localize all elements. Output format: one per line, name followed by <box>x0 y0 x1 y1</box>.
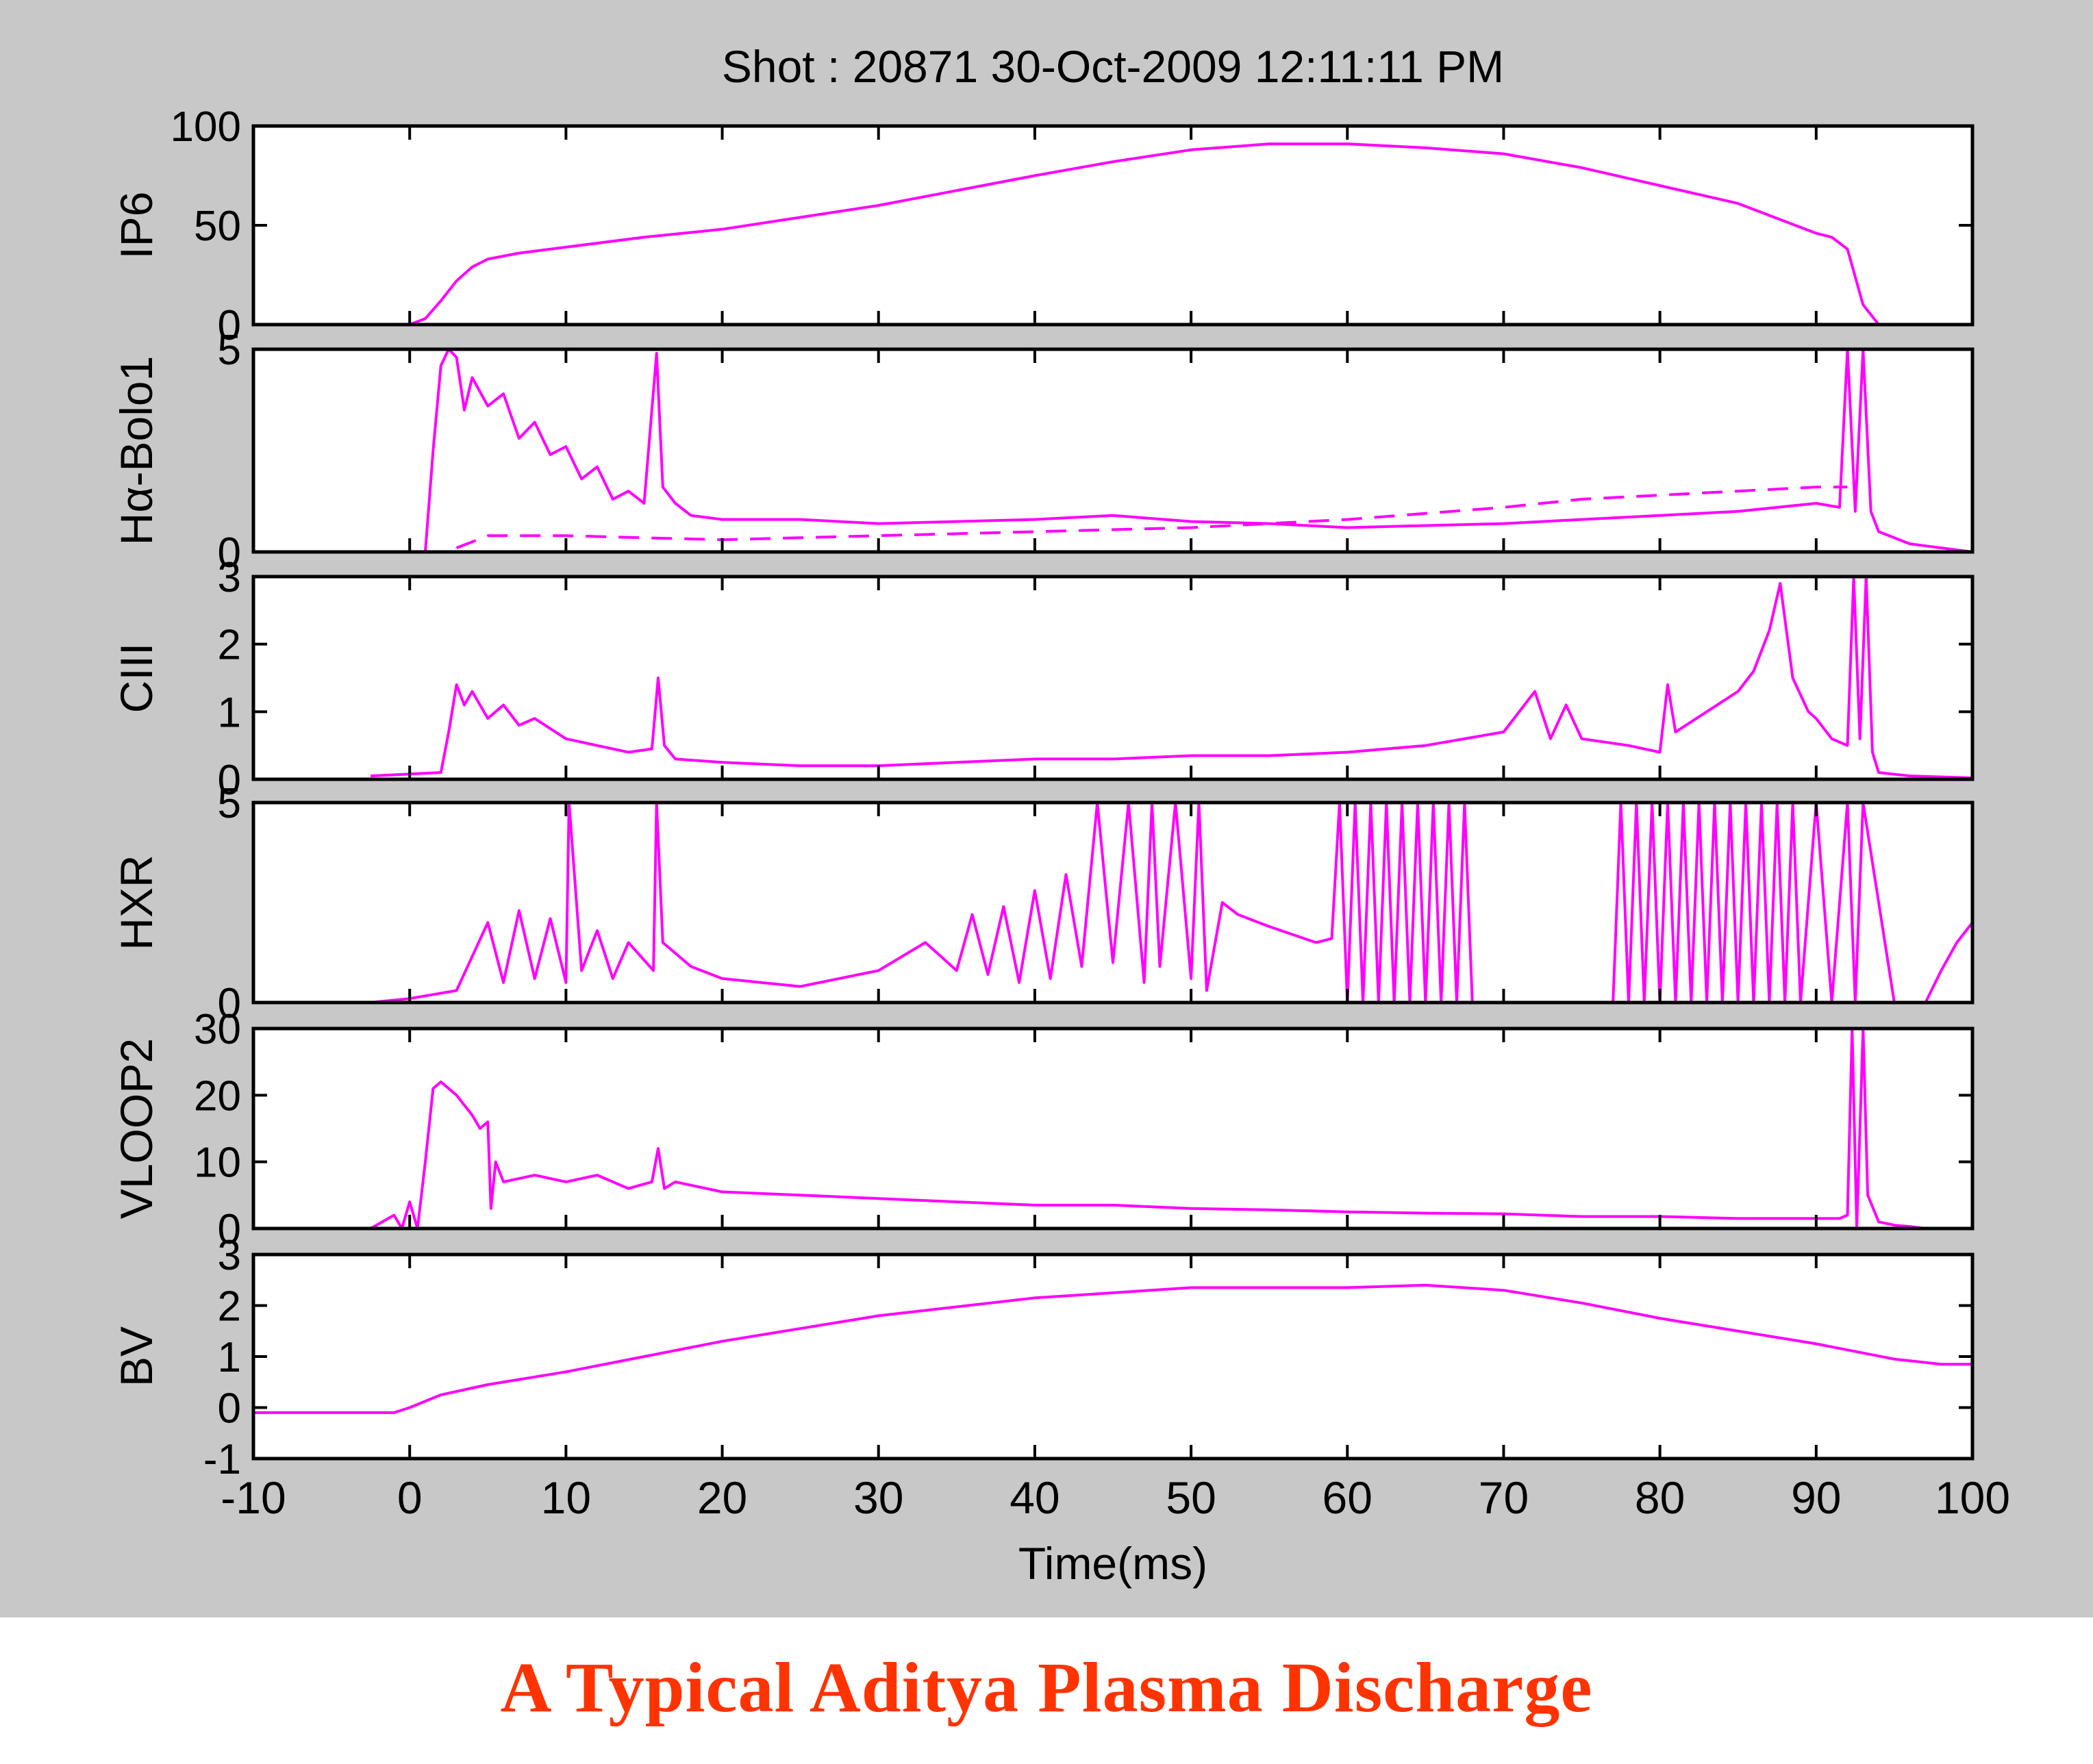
x-tick-label: 70 <box>1479 1472 1529 1523</box>
y-tick-label: 30 <box>194 1006 241 1053</box>
y-tick-label: 0 <box>218 757 241 804</box>
series-line-vloop2 <box>370 1029 1972 1228</box>
x-tick-label: -10 <box>221 1472 286 1523</box>
y-tick-label: 0 <box>218 302 241 349</box>
y-tick-label: 20 <box>194 1072 241 1120</box>
x-axis-label: Time(ms) <box>1018 1538 1207 1589</box>
y-axis-label: HXR <box>111 855 162 950</box>
series-line-bv <box>253 1283 1972 1414</box>
panel-background <box>253 577 1972 779</box>
chart-title: Shot : 20871 30-Oct-2009 12:11:11 PM <box>722 41 1504 92</box>
figure-caption: A Typical Aditya Plasma Discharge <box>500 1648 1593 1727</box>
y-tick-label: 100 <box>171 103 241 151</box>
y-tick-label: 3 <box>218 554 241 601</box>
y-axis-label: IP6 <box>111 191 162 259</box>
x-tick-label: 10 <box>541 1472 591 1523</box>
series-line-h-bolo1 <box>455 486 1848 549</box>
panel-frame <box>251 1026 1975 1231</box>
x-tick-label: 60 <box>1323 1472 1373 1523</box>
series-line-hxr <box>370 803 1972 1003</box>
panel-background <box>253 126 1972 325</box>
y-axis-label: CIII <box>111 643 162 714</box>
y-axis-label: BV <box>111 1326 162 1387</box>
y-tick-label: 2 <box>218 622 241 669</box>
y-axis-label: Hα-Bolo1 <box>111 356 162 546</box>
figure-background: Shot : 20871 30-Oct-2009 12:11:11 PM 0 50 1… <box>0 0 2093 1617</box>
x-tick-label: 20 <box>697 1472 747 1523</box>
y-tick-label: 10 <box>194 1139 241 1187</box>
panel-background <box>253 349 1972 552</box>
y-tick-label: 1 <box>218 1334 241 1381</box>
y-tick-label: 3 <box>218 1232 241 1279</box>
y-tick-label: -1 <box>203 1436 241 1483</box>
x-tick-label: 0 <box>397 1472 423 1523</box>
y-tick-label: 0 <box>218 529 241 577</box>
chart-svg: Shot : 20871 30-Oct-2009 12:11:11 PM0501… <box>111 41 2010 1589</box>
panel-frame <box>251 575 1975 781</box>
x-tick-label: 80 <box>1635 1472 1685 1523</box>
panel-background <box>253 1029 1972 1228</box>
x-tick-label: 90 <box>1791 1472 1841 1523</box>
y-tick-label: 5 <box>218 327 241 374</box>
series-line-ip6 <box>253 142 1972 325</box>
y-tick-label: 0 <box>218 1385 241 1433</box>
x-tick-label: 100 <box>1935 1472 2010 1523</box>
panel-frame <box>251 801 1975 1005</box>
y-tick-label: 2 <box>218 1283 241 1331</box>
panel-frame <box>251 347 1975 554</box>
y-tick-label: 50 <box>194 203 241 250</box>
panel-background <box>253 1255 1972 1459</box>
x-tick-label: 30 <box>853 1472 903 1523</box>
y-axis-label: VLOOP2 <box>111 1038 162 1219</box>
series-line-ciii <box>371 577 1972 779</box>
x-tick-label: 40 <box>1010 1472 1060 1523</box>
y-tick-label: 0 <box>218 980 241 1027</box>
y-tick-label: 0 <box>218 1206 241 1253</box>
y-tick-label: 1 <box>218 689 241 736</box>
y-tick-label: 5 <box>218 780 241 827</box>
series-line-h-bolo1 <box>362 349 1972 552</box>
x-tick-label: 50 <box>1166 1472 1216 1523</box>
